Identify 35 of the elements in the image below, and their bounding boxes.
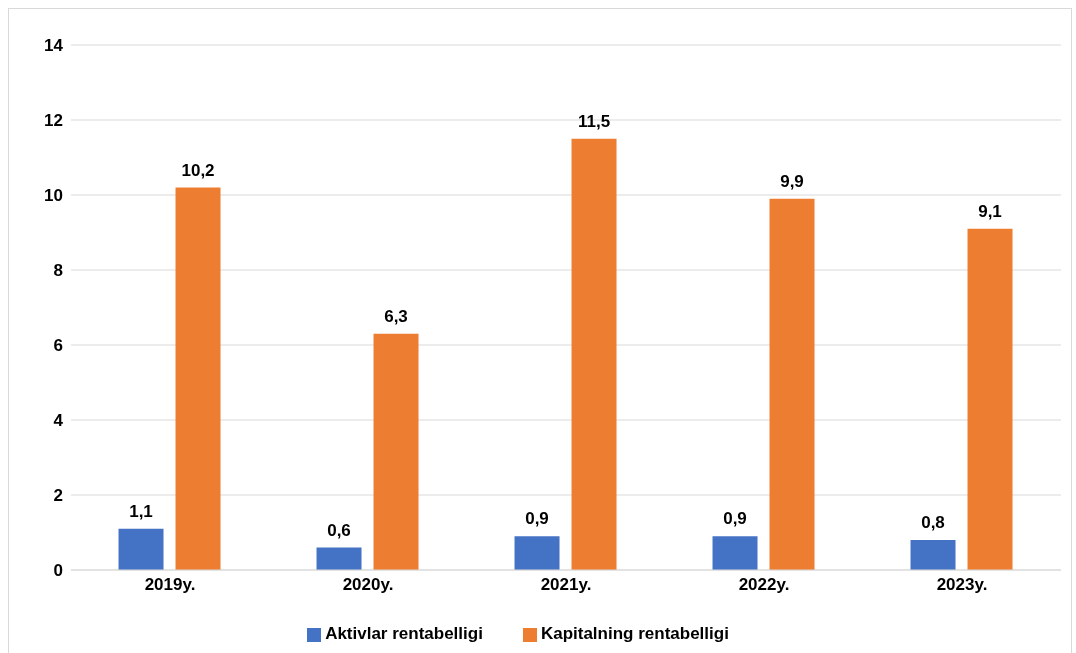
- bar: [373, 333, 419, 570]
- y-tick-label: 10: [44, 186, 63, 206]
- data-label: 10,2: [181, 160, 215, 180]
- x-tick-label: 2023y.: [936, 575, 988, 595]
- bar: [175, 187, 221, 570]
- y-tick-label: 2: [53, 486, 63, 506]
- legend-label: Kapitalning rentabelligi: [540, 624, 729, 643]
- data-label: 0,6: [327, 520, 351, 540]
- data-label: 6,3: [384, 306, 408, 326]
- x-tick-label: 2019y.: [144, 575, 196, 595]
- x-tick-label: 2022y.: [738, 575, 790, 595]
- x-tick-label: 2020y.: [342, 575, 394, 595]
- bar: [118, 528, 164, 570]
- bar: [967, 228, 1013, 570]
- data-label: 11,5: [577, 111, 611, 131]
- data-label: 0,9: [723, 509, 747, 529]
- data-label: 9,1: [978, 201, 1002, 221]
- bar: [316, 547, 362, 570]
- y-tick-label: 12: [44, 111, 63, 131]
- data-label: 1,1: [129, 501, 153, 521]
- data-label: 9,9: [780, 171, 804, 191]
- legend-label: Aktivlar rentabelligi: [325, 624, 483, 643]
- y-tick-label: 6: [53, 336, 63, 356]
- y-tick-label: 14: [44, 36, 64, 56]
- bar: [514, 536, 560, 570]
- data-label: 0,9: [525, 509, 549, 529]
- data-label: 0,8: [921, 513, 945, 532]
- y-tick-label: 4: [53, 411, 64, 431]
- bar: [571, 138, 617, 570]
- bar: [910, 540, 956, 570]
- y-tick-label: 8: [53, 261, 63, 281]
- x-tick-label: 2021y.: [540, 575, 592, 595]
- y-tick-label: 0: [53, 561, 63, 581]
- bar: [769, 198, 815, 570]
- bar: [712, 536, 758, 570]
